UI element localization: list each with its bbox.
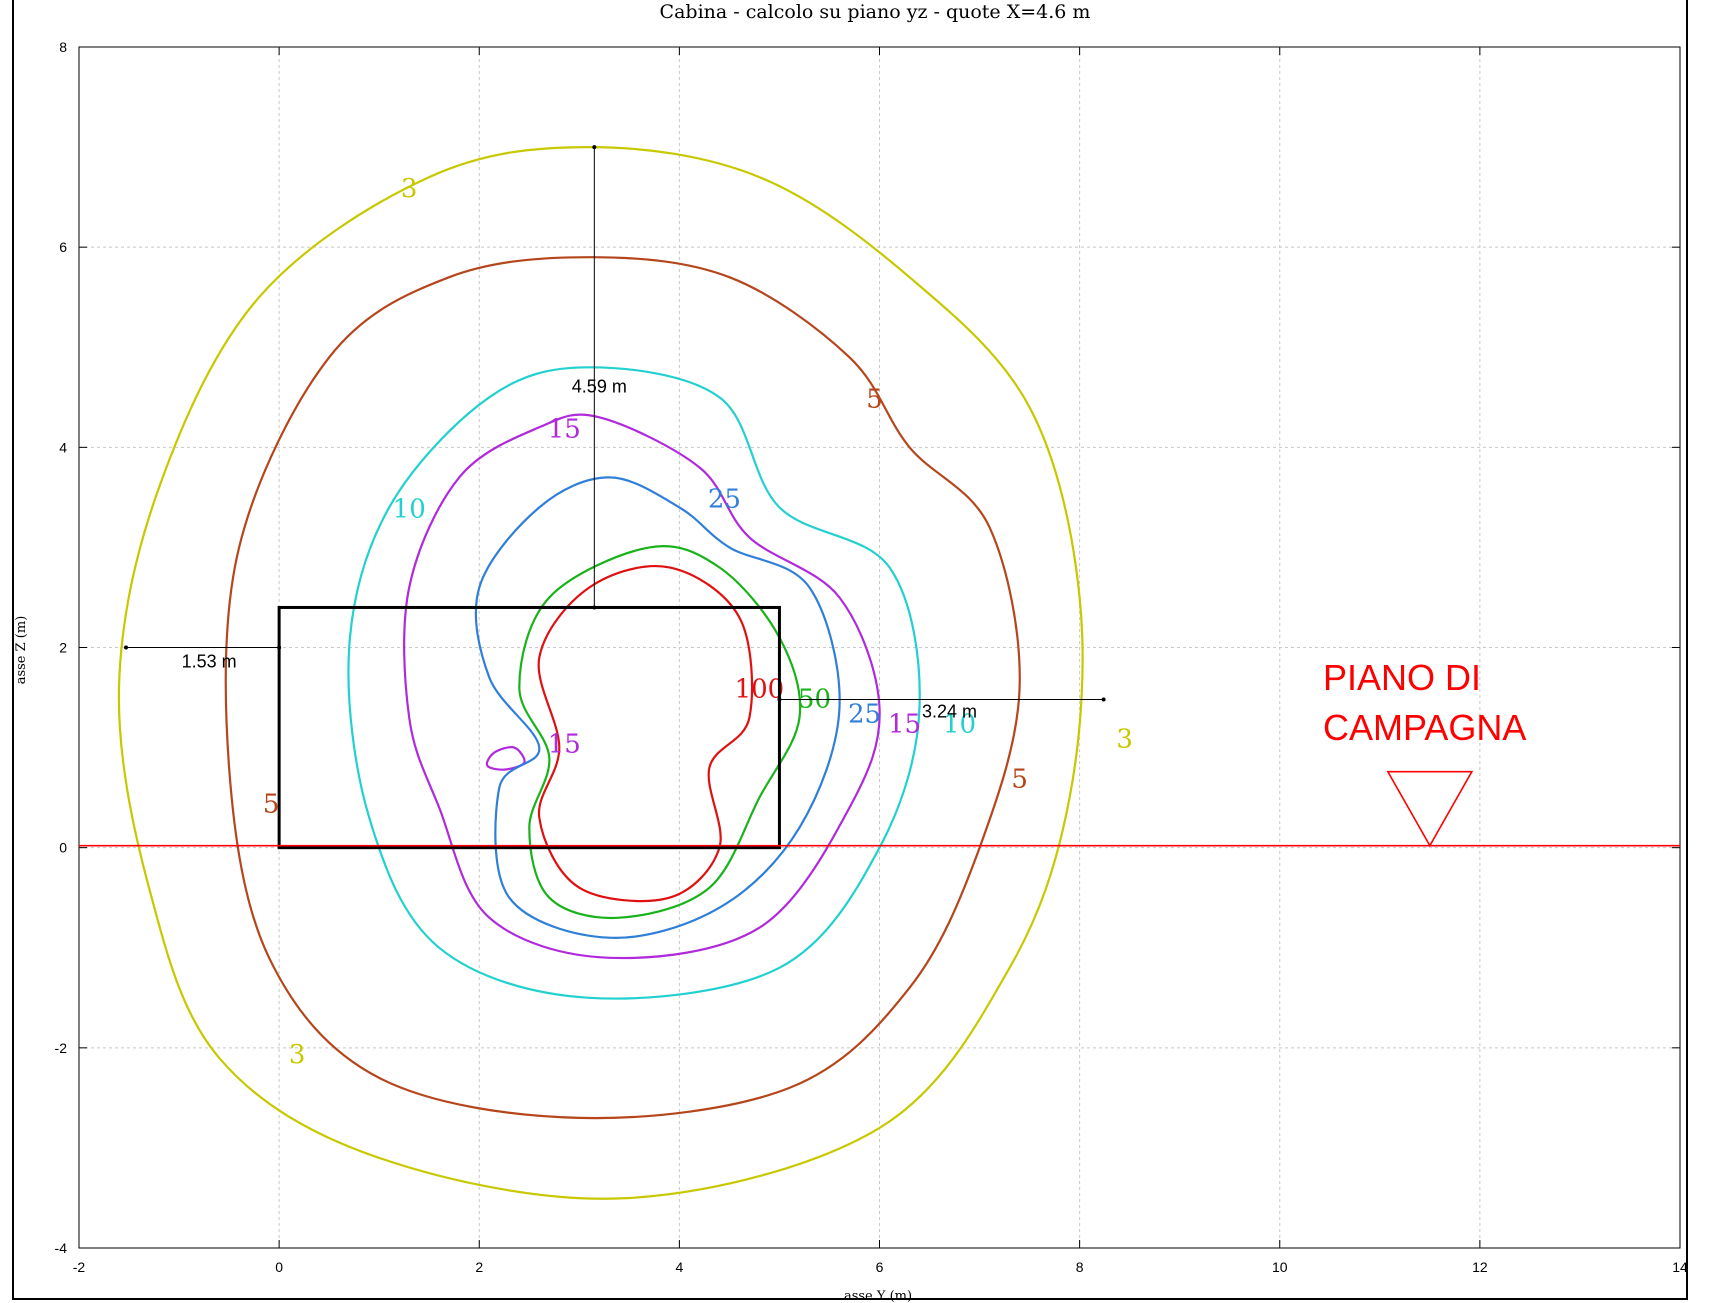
x-tick-label: 10 bbox=[1272, 1259, 1288, 1275]
contour-100 bbox=[537, 565, 754, 903]
ground-label-line1: PIANO DI bbox=[1323, 657, 1481, 698]
contour-label: 25 bbox=[848, 700, 881, 730]
ground-level-marker bbox=[1386, 770, 1474, 848]
dimension-endpoint bbox=[592, 605, 597, 610]
contour-label: 25 bbox=[708, 484, 741, 514]
dimension-label: 1.53 m bbox=[182, 652, 237, 672]
y-axis-label: asse Z (m) bbox=[14, 616, 29, 685]
dimension-label: 4.59 m bbox=[572, 376, 627, 396]
contour-label: 3 bbox=[401, 174, 418, 204]
chart-title: Cabina - calcolo su piano yz - quote X=4… bbox=[660, 1, 1091, 23]
contour-label: 10 bbox=[943, 710, 976, 740]
y-tick-label: -2 bbox=[55, 1040, 68, 1056]
axis-ticks: -2 0 2 4 6 8 10 12 14 8 6 4 2 0 -2 -4 bbox=[55, 39, 1688, 1275]
contour-5 bbox=[224, 256, 1021, 1120]
contour-15 bbox=[403, 413, 881, 960]
contour-label: 15 bbox=[548, 414, 581, 444]
y-tick-label: 6 bbox=[59, 239, 67, 255]
x-tick-label: 4 bbox=[675, 1259, 683, 1275]
contour-label: 15 bbox=[888, 710, 921, 740]
y-tick-label: 2 bbox=[59, 640, 67, 656]
y-tick-label: 0 bbox=[59, 840, 67, 856]
contour-label: 5 bbox=[263, 790, 280, 820]
x-tick-label: -2 bbox=[73, 1259, 86, 1275]
x-tick-label: 0 bbox=[275, 1259, 283, 1275]
contour-label: 3 bbox=[289, 1040, 306, 1070]
contour-10 bbox=[347, 366, 921, 1000]
dimension-label: 3.24 m bbox=[922, 702, 977, 722]
contour-3 bbox=[117, 146, 1084, 1200]
contour-label: 10 bbox=[393, 494, 426, 524]
x-tick-label: 8 bbox=[1076, 1259, 1084, 1275]
building-outline bbox=[277, 605, 781, 850]
contour-25 bbox=[474, 476, 841, 939]
dimension-endpoint bbox=[277, 645, 282, 650]
contour-label: 3 bbox=[1116, 725, 1133, 755]
dimension-endpoint bbox=[777, 697, 782, 702]
dimension-endpoint bbox=[124, 645, 129, 650]
x-tick-label: 6 bbox=[876, 1259, 884, 1275]
grid bbox=[78, 46, 1681, 1249]
x-axis-label: asse Y (m) bbox=[844, 1289, 912, 1303]
x-tick-label: 2 bbox=[475, 1259, 483, 1275]
dimension-endpoint bbox=[1101, 697, 1106, 702]
chart-frame bbox=[12, 0, 1688, 1300]
annotations: 4.59 m 1.53 m 3.24 m PIANO DI CAMPAGNA bbox=[79, 145, 1680, 850]
contour-label: 100 bbox=[735, 675, 785, 705]
contour-label: 15 bbox=[548, 730, 581, 760]
x-tick-label: 12 bbox=[1472, 1259, 1488, 1275]
y-tick-label: 8 bbox=[59, 39, 67, 55]
y-tick-label: -4 bbox=[55, 1240, 68, 1256]
y-tick-label: 4 bbox=[59, 439, 67, 455]
dimension-endpoint bbox=[592, 145, 597, 150]
x-tick-label: 14 bbox=[1672, 1259, 1688, 1275]
ground-label-line2: CAMPAGNA bbox=[1323, 707, 1526, 748]
contour-label: 5 bbox=[1011, 765, 1028, 795]
contour-label: 5 bbox=[866, 384, 883, 414]
